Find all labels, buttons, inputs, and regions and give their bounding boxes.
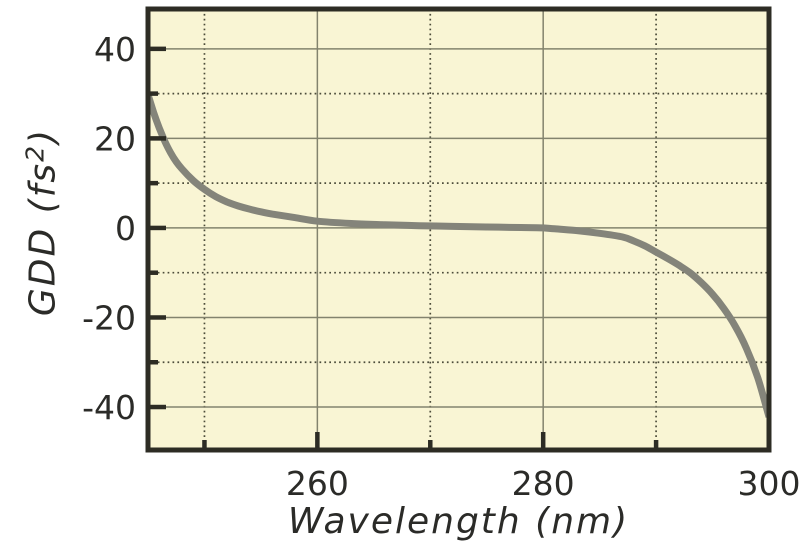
y-tick-label: 20: [94, 119, 136, 158]
y-axis-title-close-paren: ): [22, 127, 64, 144]
plot-border: [145, 6, 772, 453]
x-tick-label: 260: [286, 464, 349, 503]
y-axis-title-superscript: 2: [20, 143, 50, 162]
y-axis-title: GDD (fs2): [21, 128, 64, 316]
y-tick-label: 0: [115, 209, 136, 248]
x-axis-title: Wavelength (nm): [287, 501, 630, 542]
y-tick-label: -40: [82, 388, 136, 427]
y-tick-label: -20: [82, 298, 136, 337]
data-curve: [148, 93, 769, 418]
y-tick-label: 40: [94, 30, 136, 69]
x-tick-label: 300: [738, 464, 800, 503]
y-axis-title-text: GDD (fs: [22, 161, 64, 317]
x-tick-label: 280: [512, 464, 575, 503]
